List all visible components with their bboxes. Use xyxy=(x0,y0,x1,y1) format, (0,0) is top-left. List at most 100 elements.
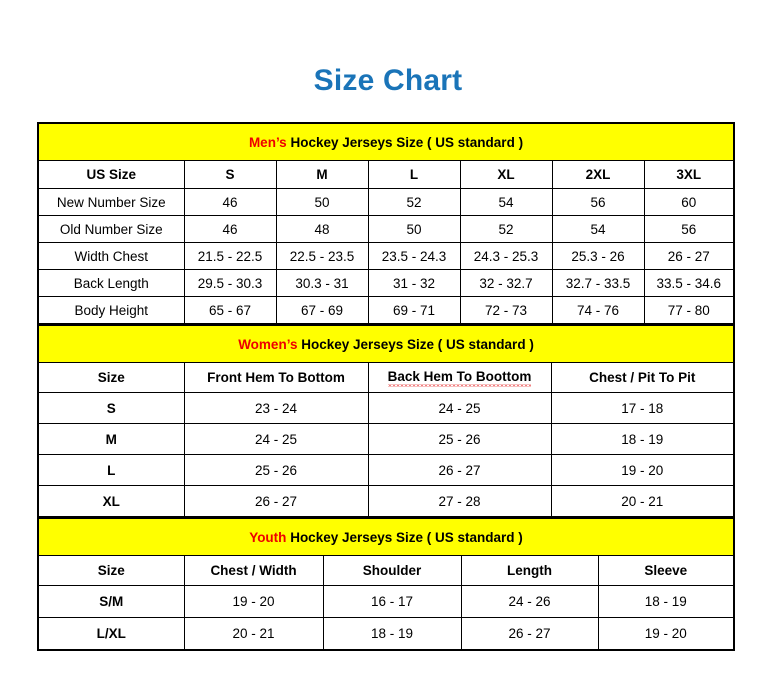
womens-col-0: Size xyxy=(37,362,185,393)
mens-heading-rest: Hockey Jerseys Size ( US standard ) xyxy=(286,134,524,150)
youth-row-0-val-1: 16 - 17 xyxy=(322,585,462,618)
mens-col-3: L xyxy=(367,160,461,189)
mens-heading-highlight: Men’s xyxy=(248,134,287,150)
youth-row-1-val-1: 18 - 19 xyxy=(322,617,462,651)
youth-col-1: Chest / Width xyxy=(183,555,324,586)
youth-heading-highlight: Youth xyxy=(249,529,287,545)
womens-row-0-val-2: 17 - 18 xyxy=(550,392,735,424)
mens-row-1-val-4: 54 xyxy=(551,215,645,243)
womens-section-heading: Women’s Hockey Jerseys Size ( US standar… xyxy=(37,324,735,363)
table-row: Old Number Size 46 48 50 52 54 56 xyxy=(37,215,735,243)
youth-row-0-val-3: 18 - 19 xyxy=(597,585,735,618)
mens-row-4-val-0: 65 - 67 xyxy=(183,296,277,324)
youth-col-3: Length xyxy=(460,555,599,586)
youth-size-table: Youth Hockey Jerseys Size ( US standard … xyxy=(37,517,735,651)
mens-row-3-val-2: 31 - 32 xyxy=(367,269,461,297)
womens-row-2-val-1: 26 - 27 xyxy=(367,454,552,486)
table-row: L 25 - 26 26 - 27 19 - 20 xyxy=(37,454,735,486)
womens-row-3-val-2: 20 - 21 xyxy=(550,485,735,517)
mens-col-6: 3XL xyxy=(643,160,735,189)
mens-row-0-label: New Number Size xyxy=(37,188,185,216)
youth-row-0-label: S/M xyxy=(37,585,185,618)
table-row: L/XL 20 - 21 18 - 19 26 - 27 19 - 20 xyxy=(37,617,735,651)
mens-row-0-val-3: 54 xyxy=(459,188,553,216)
mens-row-0-val-0: 46 xyxy=(183,188,277,216)
mens-row-1-val-0: 46 xyxy=(183,215,277,243)
mens-row-1-val-3: 52 xyxy=(459,215,553,243)
mens-col-2: M xyxy=(275,160,369,189)
mens-section-heading: Men’s Hockey Jerseys Size ( US standard … xyxy=(37,122,735,161)
womens-row-1-val-0: 24 - 25 xyxy=(183,423,369,455)
mens-row-2-val-0: 21.5 - 22.5 xyxy=(183,242,277,270)
page-title: Size Chart xyxy=(313,64,463,97)
table-row: Body Height 65 - 67 67 - 69 69 - 71 72 -… xyxy=(37,296,735,324)
womens-row-1-label: M xyxy=(37,423,185,455)
mens-section-heading-row: Men’s Hockey Jerseys Size ( US standard … xyxy=(37,122,735,161)
womens-col-3: Chest / Pit To Pit xyxy=(550,362,735,393)
womens-row-1-val-2: 18 - 19 xyxy=(550,423,735,455)
mens-row-3-val-0: 29.5 - 30.3 xyxy=(183,269,277,297)
womens-row-0-val-0: 23 - 24 xyxy=(183,392,369,424)
mens-row-2-val-1: 22.5 - 23.5 xyxy=(275,242,369,270)
table-row: Width Chest 21.5 - 22.5 22.5 - 23.5 23.5… xyxy=(37,242,735,270)
mens-col-4: XL xyxy=(459,160,553,189)
mens-row-1-val-2: 50 xyxy=(367,215,461,243)
table-row: New Number Size 46 50 52 54 56 60 xyxy=(37,188,735,216)
mens-row-2-val-5: 26 - 27 xyxy=(643,242,735,270)
youth-col-0: Size xyxy=(37,555,185,586)
mens-row-3-label: Back Length xyxy=(37,269,185,297)
table-row: XL 26 - 27 27 - 28 20 - 21 xyxy=(37,485,735,517)
womens-row-3-label: XL xyxy=(37,485,185,517)
womens-col-2: Back Hem To Boottom xyxy=(367,362,552,393)
mens-col-5: 2XL xyxy=(551,160,645,189)
mens-row-4-val-3: 72 - 73 xyxy=(459,296,553,324)
womens-row-2-val-2: 19 - 20 xyxy=(550,454,735,486)
table-row: Back Length 29.5 - 30.3 30.3 - 31 31 - 3… xyxy=(37,269,735,297)
youth-col-2: Shoulder xyxy=(322,555,462,586)
mens-row-2-val-2: 23.5 - 24.3 xyxy=(367,242,461,270)
youth-row-1-val-2: 26 - 27 xyxy=(460,617,599,651)
womens-row-2-val-0: 25 - 26 xyxy=(183,454,369,486)
mens-row-4-label: Body Height xyxy=(37,296,185,324)
size-chart-tables: Men’s Hockey Jerseys Size ( US standard … xyxy=(37,122,736,651)
womens-section-heading-row: Women’s Hockey Jerseys Size ( US standar… xyxy=(37,324,735,363)
womens-row-1-val-1: 25 - 26 xyxy=(367,423,552,455)
youth-column-header-row: Size Chest / Width Shoulder Length Sleev… xyxy=(37,555,735,586)
mens-row-0-val-2: 52 xyxy=(367,188,461,216)
misspelled-word: Back Hem To Boottom xyxy=(387,368,532,387)
youth-row-0-val-2: 24 - 26 xyxy=(460,585,599,618)
womens-heading-rest: Hockey Jerseys Size ( US standard ) xyxy=(297,336,534,352)
youth-row-1-label: L/XL xyxy=(37,617,185,651)
womens-row-0-val-1: 24 - 25 xyxy=(367,392,552,424)
mens-row-0-val-1: 50 xyxy=(275,188,369,216)
youth-col-4: Sleeve xyxy=(597,555,735,586)
mens-col-0: US Size xyxy=(37,160,185,189)
mens-row-3-val-3: 32 - 32.7 xyxy=(459,269,553,297)
mens-size-table: Men’s Hockey Jerseys Size ( US standard … xyxy=(37,122,736,324)
mens-row-2-val-3: 24.3 - 25.3 xyxy=(459,242,553,270)
youth-heading-rest: Hockey Jerseys Size ( US standard ) xyxy=(286,529,523,545)
womens-row-3-val-0: 26 - 27 xyxy=(183,485,369,517)
womens-column-header-row: Size Front Hem To Bottom Back Hem To Boo… xyxy=(37,362,735,393)
youth-section-heading-row: Youth Hockey Jerseys Size ( US standard … xyxy=(37,517,735,556)
mens-row-3-val-4: 32.7 - 33.5 xyxy=(551,269,645,297)
womens-size-table: Women’s Hockey Jerseys Size ( US standar… xyxy=(37,324,735,517)
mens-row-4-val-1: 67 - 69 xyxy=(275,296,369,324)
table-row: S 23 - 24 24 - 25 17 - 18 xyxy=(37,392,735,424)
table-row: S/M 19 - 20 16 - 17 24 - 26 18 - 19 xyxy=(37,585,735,618)
mens-row-2-val-4: 25.3 - 26 xyxy=(551,242,645,270)
mens-row-1-val-5: 56 xyxy=(643,215,735,243)
mens-row-1-val-1: 48 xyxy=(275,215,369,243)
youth-section-heading: Youth Hockey Jerseys Size ( US standard … xyxy=(37,517,735,556)
mens-row-4-val-2: 69 - 71 xyxy=(367,296,461,324)
womens-heading-highlight: Women’s xyxy=(238,336,298,352)
mens-row-1-label: Old Number Size xyxy=(37,215,185,243)
table-row: M 24 - 25 25 - 26 18 - 19 xyxy=(37,423,735,455)
mens-row-0-val-5: 60 xyxy=(643,188,735,216)
mens-row-2-label: Width Chest xyxy=(37,242,185,270)
mens-row-3-val-1: 30.3 - 31 xyxy=(275,269,369,297)
womens-row-0-label: S xyxy=(37,392,185,424)
mens-col-1: S xyxy=(183,160,277,189)
youth-row-0-val-0: 19 - 20 xyxy=(183,585,324,618)
